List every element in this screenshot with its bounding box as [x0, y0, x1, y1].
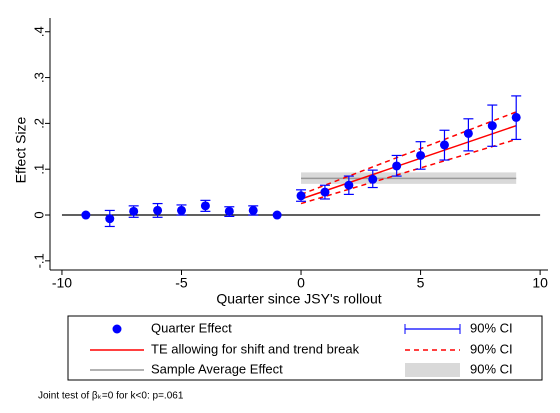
point	[416, 150, 426, 160]
point	[176, 205, 186, 215]
legend-label: 90% CI	[470, 320, 513, 335]
point	[272, 210, 282, 220]
point	[511, 112, 521, 122]
legend-symbol	[112, 324, 122, 334]
legend-label: Sample Average Effect	[151, 361, 283, 376]
y-axis-label: Effect Size	[13, 116, 29, 183]
point	[487, 121, 497, 131]
x-axis-label: Quarter since JSY's rollout	[216, 291, 381, 307]
y-tick-label: .3	[31, 72, 46, 83]
y-tick-label: .1	[31, 164, 46, 175]
legend-label: TE allowing for shift and trend break	[151, 341, 360, 356]
point	[392, 161, 402, 171]
x-tick-label: 0	[297, 275, 305, 291]
legend-label: 90% CI	[470, 341, 513, 356]
point	[248, 205, 258, 215]
y-tick-label: 0	[31, 211, 46, 218]
point	[296, 191, 306, 201]
footnote: Joint test of βₖ=0 for k<0: p=.061	[38, 391, 184, 402]
point	[344, 180, 354, 190]
point	[224, 206, 234, 216]
x-tick-label: -5	[175, 275, 188, 291]
y-tick-label: .4	[31, 26, 46, 37]
point	[320, 187, 330, 197]
point	[129, 206, 139, 216]
legend-box	[67, 315, 543, 381]
point	[105, 214, 115, 224]
point	[81, 210, 91, 220]
x-tick-label: 10	[532, 275, 548, 291]
point	[463, 128, 473, 138]
y-tick-label: .2	[31, 118, 46, 129]
point	[439, 140, 449, 150]
y-tick-label: -.1	[31, 253, 46, 268]
x-tick-label: -10	[52, 275, 72, 291]
trend-ci-high	[300, 111, 517, 196]
trend-ci-low	[300, 138, 517, 205]
legend-label: 90% CI	[470, 361, 513, 376]
point	[368, 174, 378, 184]
x-tick-label: 5	[417, 275, 425, 291]
point	[153, 205, 163, 215]
legend-label: Quarter Effect	[151, 320, 232, 335]
trend-line	[300, 124, 517, 200]
legend-symbol	[405, 363, 460, 377]
point	[200, 201, 210, 211]
